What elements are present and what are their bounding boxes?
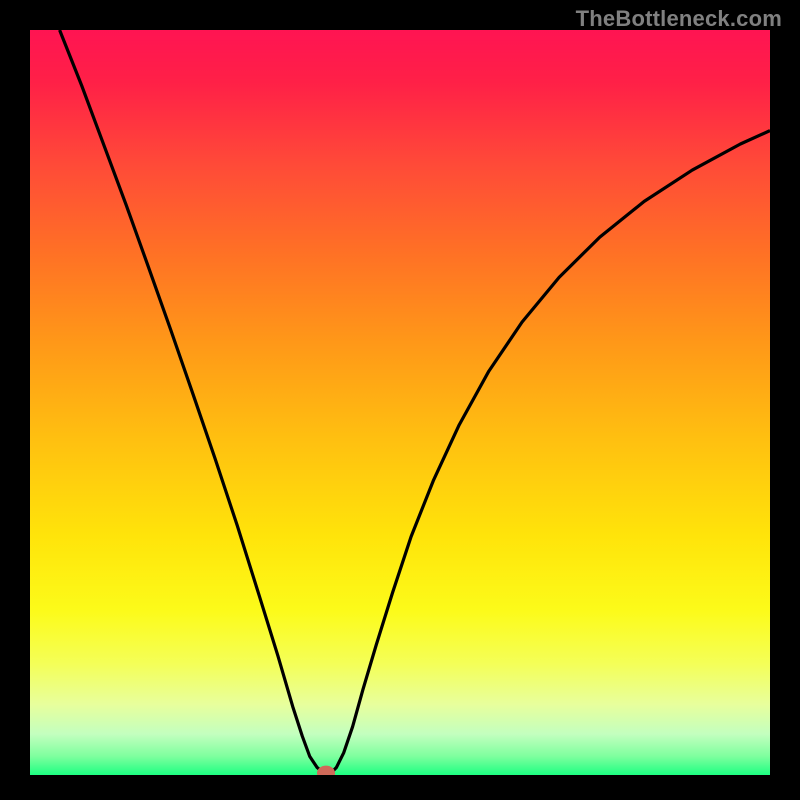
watermark-text: TheBottleneck.com (576, 6, 782, 32)
chart-container: TheBottleneck.com (0, 0, 800, 800)
line-curve (30, 30, 770, 775)
plot-frame (30, 30, 770, 775)
minimum-marker (317, 765, 335, 775)
plot-area (30, 30, 770, 775)
